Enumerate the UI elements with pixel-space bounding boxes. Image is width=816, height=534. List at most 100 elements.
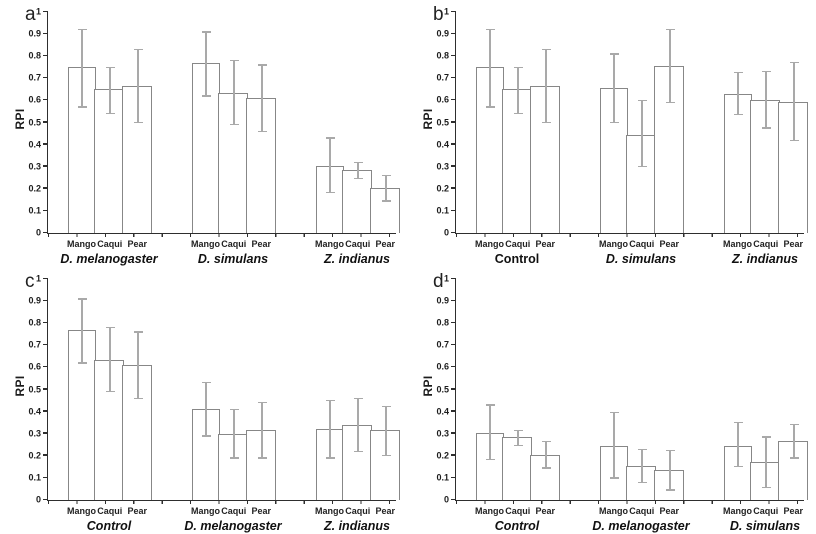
error-bar-cap [229, 408, 239, 410]
error-bar-line [765, 437, 767, 488]
bar-slot [502, 12, 532, 233]
bar [778, 101, 808, 233]
y-tick-mark [43, 99, 48, 101]
fruit-label: Pear [375, 506, 396, 516]
bar-group [724, 12, 808, 233]
y-tick-mark [451, 32, 456, 35]
y-tick-label: 0.6 [436, 361, 449, 372]
error-bar-cap [257, 402, 267, 404]
error-bar-cap [665, 102, 675, 104]
y-tick-label: 0.5 [28, 117, 41, 127]
x-axis-minor-ticks [456, 500, 804, 504]
y-tick-mark [451, 76, 456, 79]
bar-slot [750, 279, 780, 500]
error-bar-cap [325, 137, 335, 139]
error-bar-cap [665, 489, 675, 491]
bar-group [600, 12, 684, 233]
error-bar-cap [77, 298, 87, 300]
y-tick-label: 0.1 [436, 472, 449, 483]
bar-slot [94, 279, 124, 500]
error-bar-cap [325, 191, 335, 193]
y-tick-mark [451, 231, 456, 233]
plot-area: 1 0.9 0.8 0.7 0.6 0.5 0.4 0.3 0.2 0.1 0 [28, 274, 400, 504]
y-tick-mark [43, 432, 48, 434]
error-bar-line [793, 62, 795, 141]
bar-slot [778, 279, 808, 500]
fruit-label: Pear [127, 506, 148, 516]
y-tick-mark [451, 498, 456, 500]
bar-slot [342, 12, 372, 233]
bar-slot [192, 12, 220, 233]
fruit-labels-row: Mango Caqui Pear [599, 507, 683, 516]
error-bar-cap [789, 424, 799, 426]
x-axis-labels: Mango Caqui Pear D. melanogaster Mango Caqui P… [60, 239, 399, 266]
error-bar-cap [105, 327, 115, 329]
x-axis-minor-ticks [48, 500, 396, 504]
y-tick-mark [43, 187, 48, 189]
error-bar-cap [133, 331, 143, 333]
group-label: D. melanogaster [60, 252, 158, 266]
y-tick-mark [451, 299, 456, 302]
y-tick-label: 0.8 [436, 317, 449, 328]
bar-slot [600, 12, 628, 233]
bar-groups [48, 279, 400, 500]
y-tick-label: 1 [443, 6, 449, 17]
y-axis-label: RPI [421, 375, 435, 397]
fruit-label: Pear [251, 506, 272, 516]
error-bar-cap [637, 99, 647, 101]
y-tick-label: 0.8 [436, 50, 449, 61]
group-label: D. melanogaster [592, 519, 690, 533]
y-tick-label: 0.7 [28, 339, 41, 350]
y-tick-mark [43, 143, 48, 145]
bar-group [192, 12, 276, 233]
bar-slot [778, 12, 808, 233]
y-tick-label: 0.9 [436, 28, 449, 39]
bar-slot [502, 279, 532, 500]
group-label: Control [494, 519, 540, 533]
fruit-label: Mango [599, 506, 628, 516]
fruit-labels-row: Mango Caqui Pear [599, 240, 683, 249]
bar-group [192, 279, 276, 500]
y-tick-mark [43, 454, 48, 456]
fruit-label: Pear [251, 239, 272, 249]
error-bar-line [261, 65, 263, 132]
fruit-labels-row: Mango Caqui Pear [475, 507, 559, 516]
fruit-label: Mango [599, 239, 628, 249]
y-axis-label: RPI [13, 108, 27, 130]
y-tick-label: 0.7 [436, 72, 449, 83]
error-bar-cap [201, 435, 211, 437]
y-tick-label: 0.5 [28, 384, 41, 394]
fruit-label: Mango [723, 239, 752, 249]
fruit-label: Mango [315, 239, 344, 249]
y-tick-mark [43, 299, 48, 302]
y-tick-mark [43, 388, 48, 390]
error-bar-cap [133, 121, 143, 124]
y-tick-label: 0 [443, 494, 449, 505]
bar-slot [370, 279, 400, 500]
bar [654, 470, 684, 500]
y-tick-mark [451, 99, 456, 101]
error-bar-cap [257, 64, 267, 66]
y-tick-mark [451, 187, 456, 189]
error-bar-cap [133, 397, 143, 399]
error-bar-line [489, 29, 491, 108]
y-tick-mark [451, 54, 456, 57]
y-tick-mark [451, 432, 456, 434]
y-tick-label: 0.2 [436, 183, 449, 194]
fruit-label: Pear [535, 239, 556, 249]
group-label: Z. indianus [324, 519, 390, 533]
bar-slot [530, 12, 560, 233]
error-bar-cap [381, 405, 391, 407]
bar-slot [626, 279, 656, 500]
fruit-label: Caqui [505, 506, 531, 516]
fruit-label: Pear [659, 506, 680, 516]
error-bar-cap [257, 457, 267, 459]
bar-slot [530, 279, 560, 500]
plot-area: 1 0.9 0.8 0.7 0.6 0.5 0.4 0.3 0.2 0.1 0 [436, 7, 808, 237]
fruit-label: Caqui [97, 506, 123, 516]
fruit-label: Caqui [753, 239, 779, 249]
y-tick-label: 0.4 [436, 139, 449, 150]
bar-slot [600, 279, 628, 500]
group-axis-labels: Mango Caqui Pear Z. indianus [315, 240, 399, 266]
error-bar-line [517, 430, 519, 446]
